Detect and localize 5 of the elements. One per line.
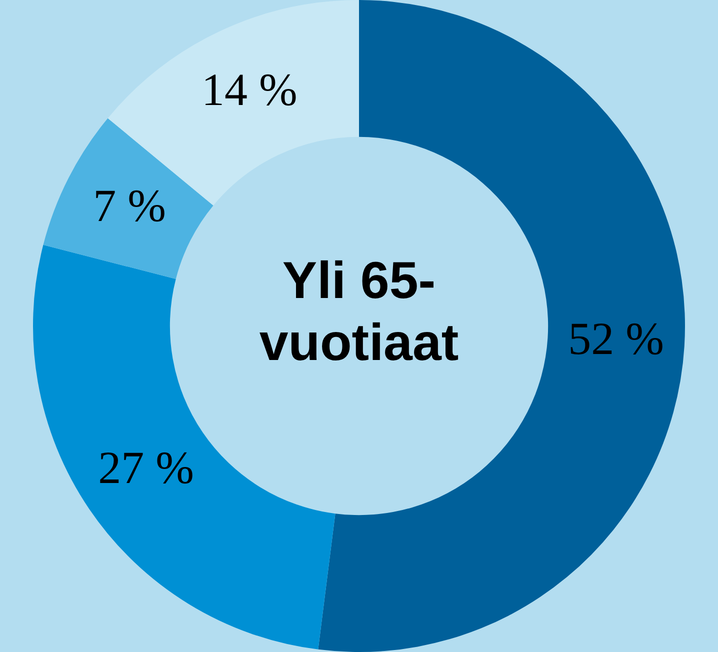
data-label: 52 % (568, 313, 664, 364)
data-label: 27 % (98, 442, 194, 493)
text: Yli 65-vuotiaat (258, 251, 460, 374)
data-label: 14 % (201, 64, 298, 116)
data-label: 7 % (93, 180, 166, 232)
